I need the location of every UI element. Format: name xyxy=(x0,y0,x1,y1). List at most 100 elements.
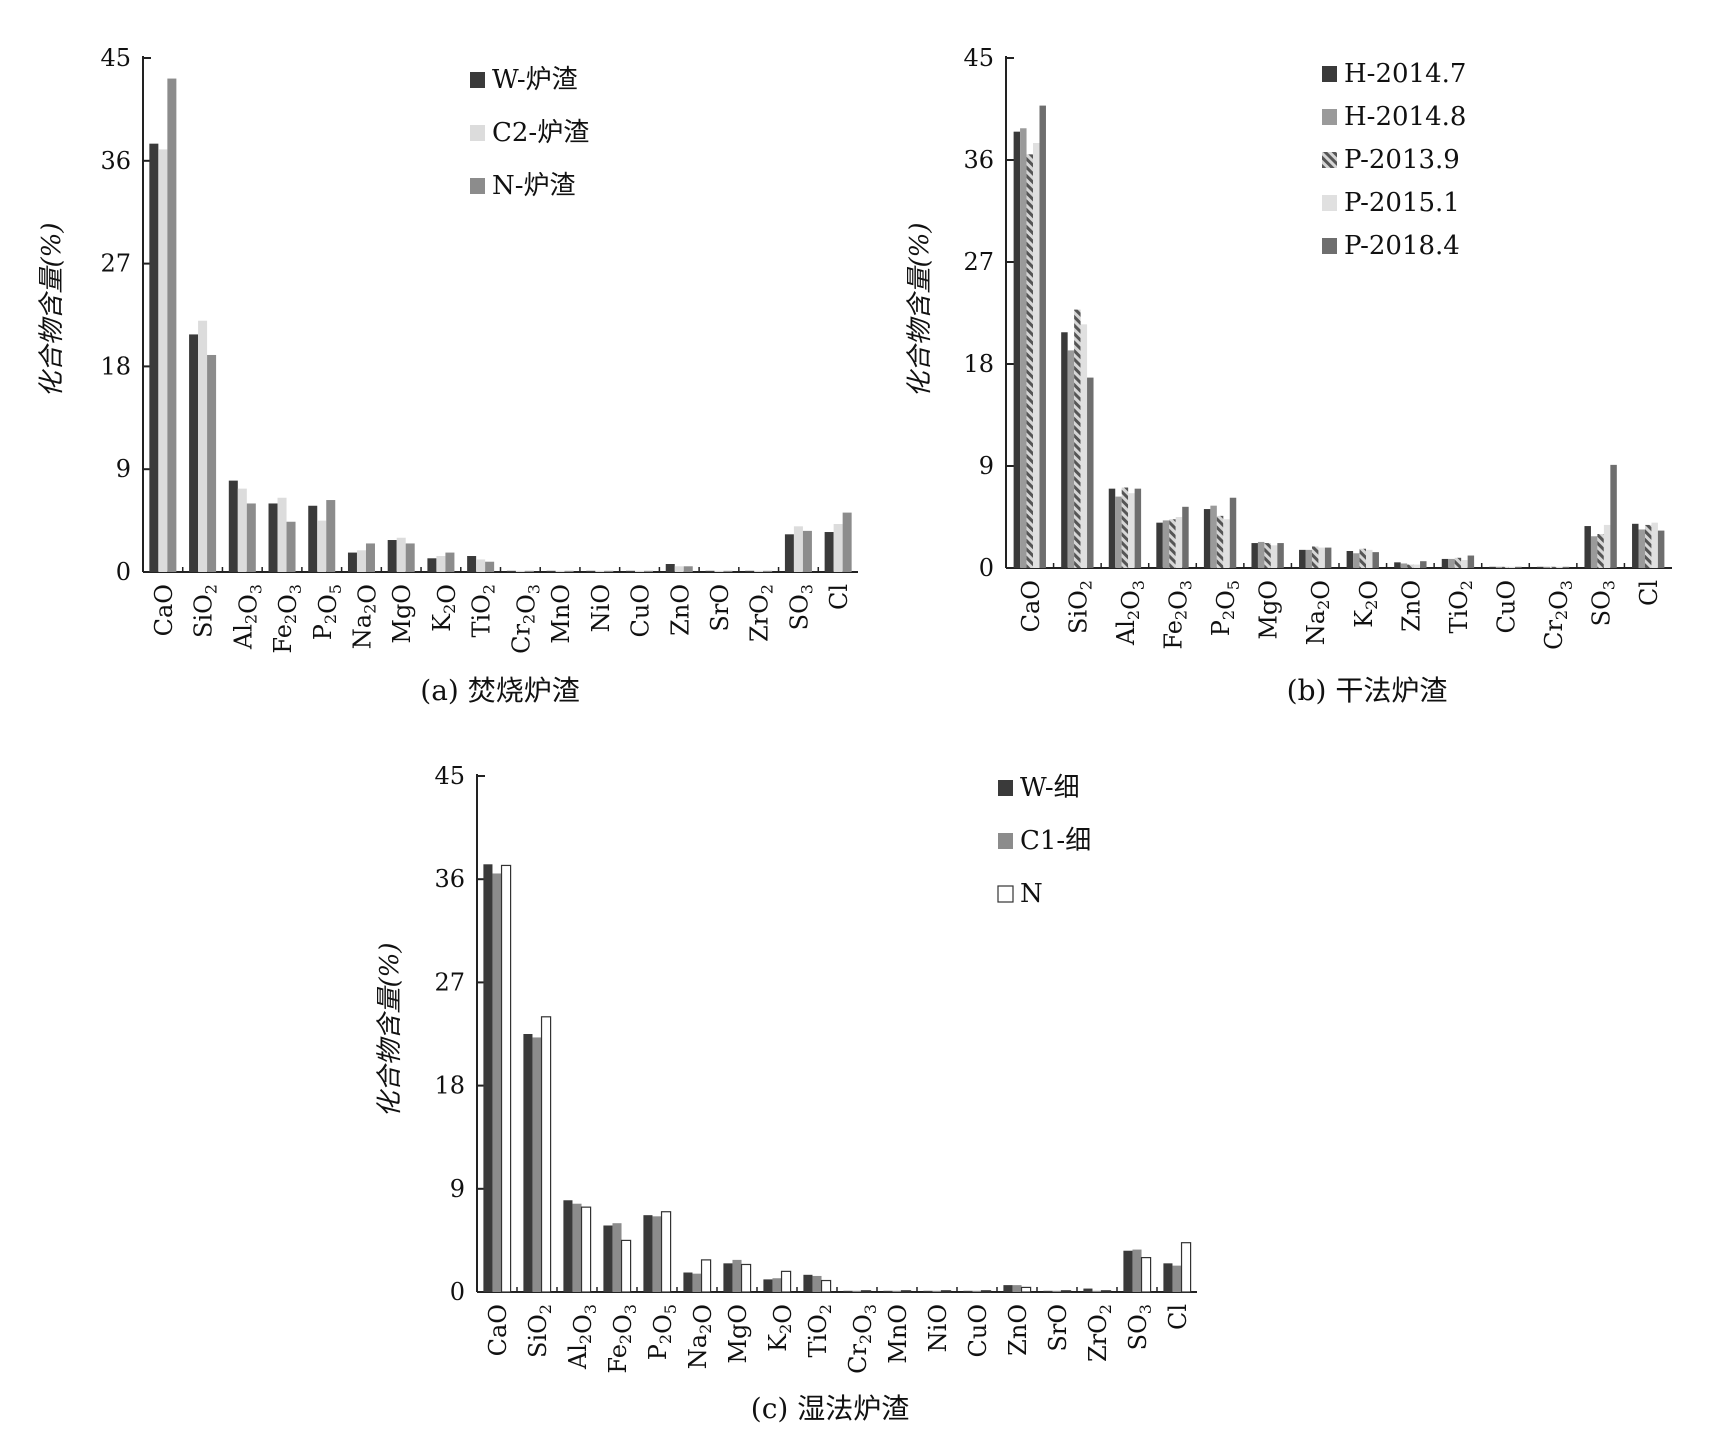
bar-sro-series-1 xyxy=(705,570,715,572)
bar-so3-series-5 xyxy=(1610,464,1617,568)
y-tick-label: 9 xyxy=(450,1175,465,1203)
bar-zro2-series-3 xyxy=(1100,1290,1112,1293)
bar-fe2o3-series-4 xyxy=(1175,517,1183,568)
bar-k2o-series-2 xyxy=(436,556,446,572)
x-tick-label: Na2O xyxy=(348,584,381,649)
bar-na2o-series-3 xyxy=(700,1259,712,1293)
x-tick-label: ZnO xyxy=(1004,1304,1032,1356)
legend-label: W-炉渣 xyxy=(492,65,578,95)
bar-zno-series-5 xyxy=(1420,561,1427,568)
bar-cao-series-3 xyxy=(167,78,177,572)
bar-mno-series-2 xyxy=(892,1290,902,1292)
bar-mno-series-1 xyxy=(883,1290,893,1292)
bar-k2o-series-3 xyxy=(445,552,455,572)
bar-fe2o3-series-5 xyxy=(1182,506,1189,568)
bar-cuo-series-1 xyxy=(1489,566,1496,568)
x-tick-label: CuO xyxy=(1493,580,1521,634)
bar-so3-series-1 xyxy=(1123,1250,1133,1292)
bar-fe2o3-series-3 xyxy=(1169,519,1176,568)
bar-sio2-series-3 xyxy=(540,1016,552,1293)
bar-al2o3-series-2 xyxy=(237,488,247,572)
bar-p2o5-series-1 xyxy=(308,505,318,572)
legend-label: N xyxy=(1020,879,1043,909)
bar-so3-series-2 xyxy=(793,526,803,572)
bar-cr2o3-series-1 xyxy=(1536,566,1544,568)
bar-p2o5-series-2 xyxy=(317,520,327,572)
x-tick-label: ZrO2 xyxy=(746,584,777,642)
bar-tio2-series-1 xyxy=(1441,558,1449,568)
x-tick-label: P2O5 xyxy=(644,1304,680,1360)
bar-cao-series-1 xyxy=(1013,131,1021,568)
bar-tio2-series-2 xyxy=(812,1275,822,1292)
bar-k2o-series-1 xyxy=(427,558,437,572)
bar-p2o5-series-3 xyxy=(660,1211,672,1293)
bar-sio2-series-3 xyxy=(1074,309,1081,568)
bar-na2o-series-1 xyxy=(683,1272,693,1292)
bar-mgo-series-1 xyxy=(723,1263,733,1292)
x-tick-label: ZnO xyxy=(666,584,694,636)
legend-label: W-细 xyxy=(1020,773,1080,803)
bar-cao-series-4 xyxy=(1033,143,1040,568)
legend-swatch xyxy=(998,780,1013,796)
bar-cl-series-3 xyxy=(842,512,852,572)
bar-cr2o3-series-3 xyxy=(1549,566,1557,568)
chart-caption: (b) 干法炉渣 xyxy=(1287,674,1448,707)
bar-tio2-series-2 xyxy=(1448,558,1455,568)
legend-swatch xyxy=(998,833,1013,849)
legend-label: P-2013.9 xyxy=(1344,145,1460,175)
legend-swatch xyxy=(1322,66,1337,82)
bar-sro-series-1 xyxy=(1043,1290,1053,1292)
bar-cuo-series-4 xyxy=(1508,566,1516,568)
y-tick-label: 45 xyxy=(100,44,131,72)
bar-mno-series-3 xyxy=(900,1290,912,1293)
y-tick-label: 9 xyxy=(116,455,131,483)
bar-p2o5-series-3 xyxy=(1216,515,1224,568)
x-tick-label: Al2O3 xyxy=(1112,580,1148,646)
bar-cl-series-2 xyxy=(1172,1265,1182,1292)
x-tick-label: ZnO xyxy=(1397,580,1425,632)
bar-so3-series-2 xyxy=(1132,1249,1142,1292)
x-tick-label: CaO xyxy=(1017,580,1045,632)
y-tick-label: 18 xyxy=(963,350,994,378)
legend-swatch xyxy=(1322,109,1337,125)
bar-sio2-series-3 xyxy=(207,354,217,572)
x-tick-label: K2O xyxy=(1350,580,1383,628)
bar-na2o-series-2 xyxy=(1305,549,1312,568)
bar-sio2-series-2 xyxy=(198,320,208,572)
bar-mgo-series-3 xyxy=(1264,543,1271,568)
bar-sio2-series-1 xyxy=(189,334,199,572)
bar-fe2o3-series-3 xyxy=(286,521,296,572)
bar-cl-series-4 xyxy=(1651,522,1658,568)
x-tick-label: SO3 xyxy=(1588,580,1619,626)
chart-caption: (a) 焚烧炉渣 xyxy=(420,674,579,707)
bar-so3-series-3 xyxy=(1597,534,1604,568)
legend: W-细 C1-细 N xyxy=(997,773,1091,909)
x-tick-label: TiO2 xyxy=(1445,580,1476,634)
bar-tio2-series-3 xyxy=(1454,557,1462,568)
legend-swatch xyxy=(1322,238,1337,254)
bar-cao-series-2 xyxy=(1020,128,1027,568)
legend-swatch xyxy=(470,72,485,88)
x-tick-label: CaO xyxy=(484,1304,512,1356)
bar-cuo-series-5 xyxy=(1515,566,1522,568)
legend: H-2014.7 H-2014.8 P-2013.9 P-2015.1 P-2018.4 xyxy=(1322,59,1466,261)
x-tick-label: Cr2O3 xyxy=(1540,580,1576,650)
x-tick-label: TiO2 xyxy=(804,1304,835,1358)
legend-label: C2-炉渣 xyxy=(492,118,589,148)
legend-label: N-炉渣 xyxy=(492,171,576,201)
bar-p2o5-series-3 xyxy=(326,500,336,572)
bar-mgo-series-2 xyxy=(396,537,406,572)
bar-tio2-series-1 xyxy=(467,556,477,572)
x-tick-label: MnO xyxy=(547,584,575,644)
bar-sro-series-2 xyxy=(714,570,724,572)
y-axis-label: 化合物含量(%) xyxy=(37,223,67,398)
x-tick-label: ZrO2 xyxy=(1084,1304,1115,1362)
y-tick-label: 18 xyxy=(434,1072,465,1100)
x-tick-label: CuO xyxy=(964,1304,992,1358)
x-tick-label: Fe2O3 xyxy=(269,584,305,654)
bar-zro2-series-3 xyxy=(763,570,773,572)
bar-cao-series-2 xyxy=(158,149,168,572)
bar-cao-series-2 xyxy=(492,873,502,1292)
bar-cr2o3-series-5 xyxy=(1562,566,1570,568)
x-tick-label: CuO xyxy=(627,584,655,638)
